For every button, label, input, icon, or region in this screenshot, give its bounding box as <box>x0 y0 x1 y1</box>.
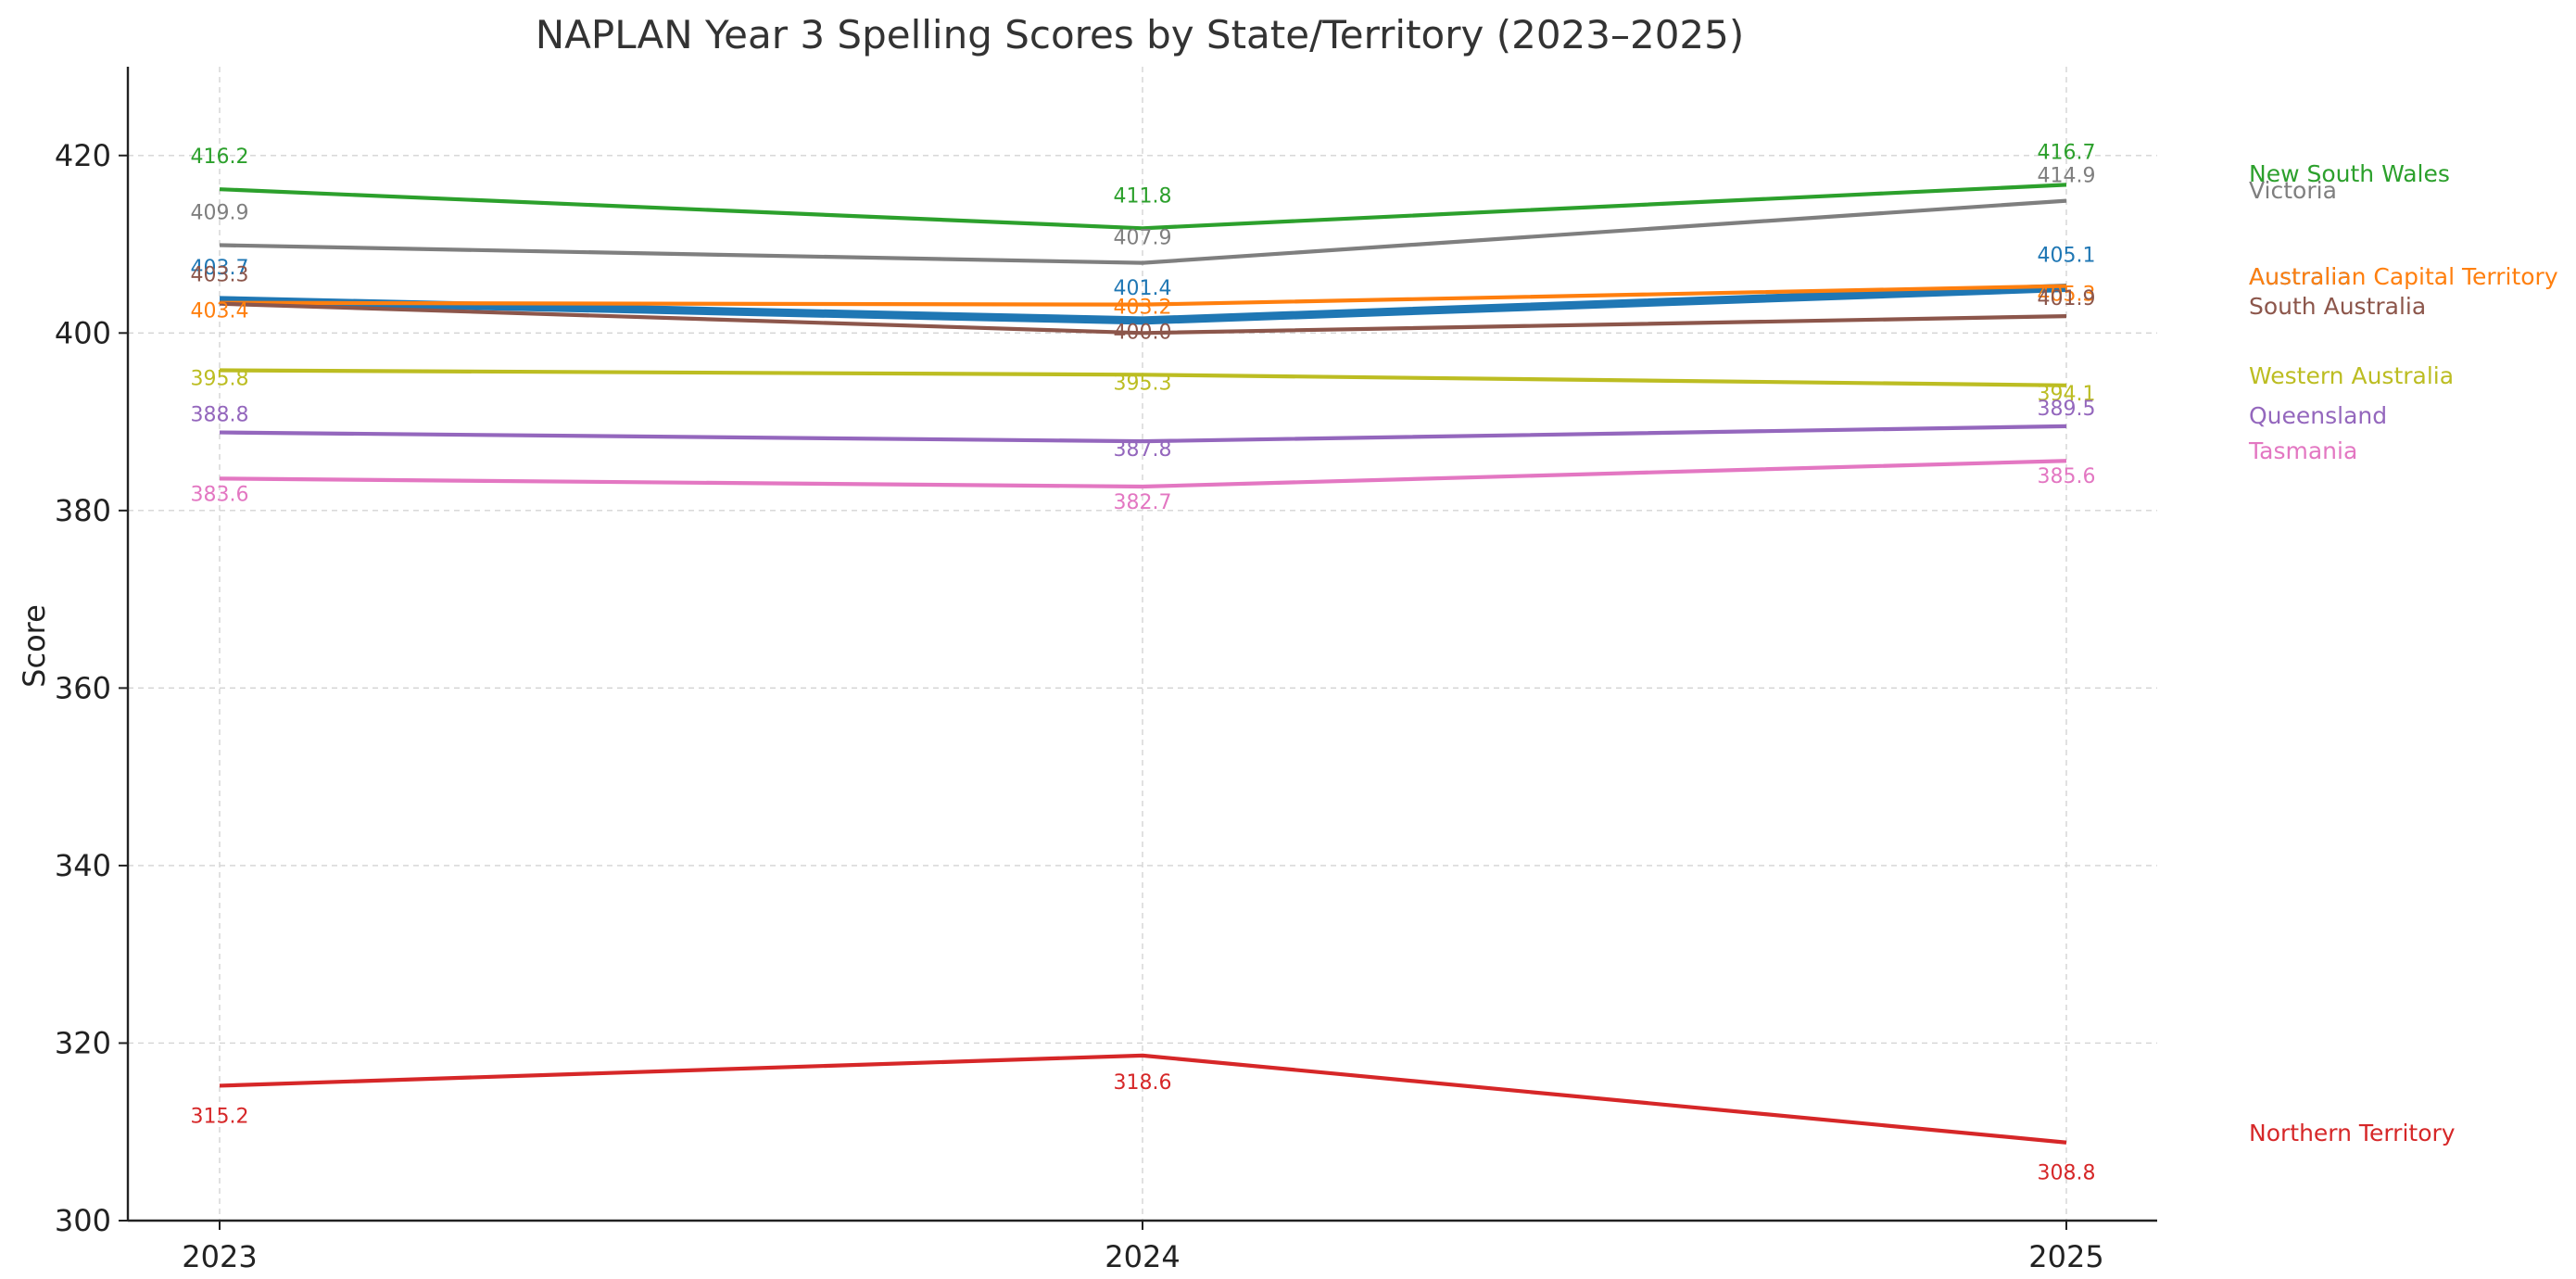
axes: 300 320 340 360 380 400 420 2023 2024 2025 <box>55 67 2157 1274</box>
series-name-northern-territory: Northern Territory <box>2249 1120 2456 1146</box>
data-label-western-australia: 395.8 <box>191 368 249 391</box>
data-label-australia: 403.7 <box>191 257 249 280</box>
data-label-australia: 405.1 <box>2038 244 2096 267</box>
x-tick-label: 2024 <box>1105 1239 1180 1274</box>
series-name-australia: Australia <box>2249 263 2352 290</box>
series-line-south-australia <box>219 301 2067 336</box>
data-label-northern-territory: 315.2 <box>191 1105 249 1128</box>
x-tick-label: 2025 <box>2028 1239 2103 1274</box>
y-tick-label: 340 <box>55 848 111 883</box>
data-label-victoria: 409.9 <box>191 201 249 224</box>
series-line-australia <box>219 283 2067 325</box>
series-name-queensland: Queensland <box>2249 402 2387 429</box>
series-name-south-australia: South Australia <box>2249 293 2426 320</box>
y-tick-label: 320 <box>55 1025 111 1060</box>
data-label-new-south-wales: 416.2 <box>191 146 249 169</box>
series-name-western-australia: Western Australia <box>2249 362 2454 389</box>
series-line-new-south-wales <box>219 183 2067 231</box>
series-name-tasmania: Tasmania <box>2248 437 2357 464</box>
series-line-queensland <box>219 424 2067 444</box>
data-label-south-australia: 400.0 <box>1114 321 1172 344</box>
data-labels: 416.2 411.8 416.7 409.9 407.9 414.9 403.7 401.4… <box>191 141 2096 1184</box>
data-label-victoria: 407.9 <box>1114 227 1172 250</box>
data-label-tasmania: 385.6 <box>2038 465 2096 488</box>
data-label-new-south-wales: 416.7 <box>2038 141 2096 164</box>
y-tick-label: 360 <box>55 670 111 705</box>
data-label-queensland: 389.5 <box>2038 398 2096 421</box>
series-line-tasmania <box>219 459 2067 489</box>
data-label-south-australia: 401.9 <box>2038 287 2096 310</box>
data-label-tasmania: 383.6 <box>191 483 249 506</box>
data-label-australian-capital-territory: 403.4 <box>191 300 249 323</box>
data-label-tasmania: 382.7 <box>1114 491 1172 514</box>
series-line-victoria <box>219 198 2067 265</box>
series-line-australian-capital-territory <box>219 284 2067 307</box>
data-label-queensland: 387.8 <box>1114 438 1172 462</box>
series-lines <box>219 183 2067 1145</box>
data-label-new-south-wales: 411.8 <box>1114 184 1172 208</box>
data-label-queensland: 388.8 <box>191 404 249 427</box>
data-label-australian-capital-territory: 405.3 <box>2038 284 2096 307</box>
data-label-northern-territory: 308.8 <box>2038 1162 2096 1185</box>
x-tick-label: 2023 <box>182 1239 257 1274</box>
y-tick-label: 380 <box>55 493 111 528</box>
series-line-northern-territory <box>219 1053 2067 1145</box>
data-label-australia: 401.4 <box>1114 277 1172 300</box>
y-tick-label: 420 <box>55 138 111 173</box>
data-label-western-australia: 395.3 <box>1114 372 1172 395</box>
series-name-australian-capital-territory: Australian Capital Territory <box>2249 263 2558 290</box>
data-label-victoria: 414.9 <box>2038 165 2096 188</box>
data-label-south-australia: 403.3 <box>191 264 249 287</box>
series-name-victoria: Victoria <box>2249 177 2337 204</box>
series-line-western-australia <box>219 368 2067 387</box>
data-label-australian-capital-territory: 403.2 <box>1114 297 1172 320</box>
data-label-northern-territory: 318.6 <box>1114 1071 1172 1095</box>
y-axis-label: Score <box>17 604 52 688</box>
series-name-new-south-wales: New South Wales <box>2249 160 2450 187</box>
y-tick-label: 300 <box>55 1203 111 1238</box>
data-label-western-australia: 394.1 <box>2038 383 2096 406</box>
chart-title: NAPLAN Year 3 Spelling Scores by State/T… <box>536 12 1745 57</box>
y-tick-label: 400 <box>55 315 111 350</box>
